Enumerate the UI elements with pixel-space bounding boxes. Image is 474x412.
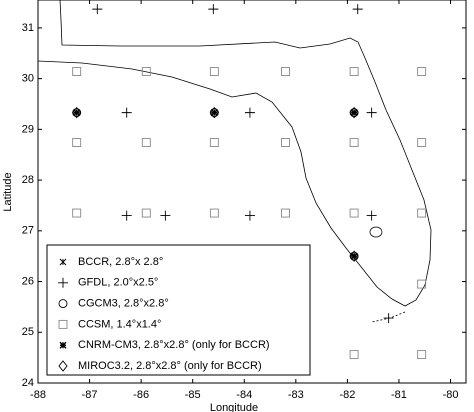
point — [281, 67, 290, 76]
point — [209, 138, 219, 147]
lake — [369, 226, 383, 238]
point — [72, 138, 82, 147]
plot-frame — [37, 0, 467, 384]
point — [141, 138, 151, 147]
point — [349, 208, 359, 218]
legend-label: MIROC3.2, 2.8°x2.8° (only for BCCR) — [78, 360, 262, 372]
legend-symbol — [58, 360, 68, 372]
legend-entry: CGCM3, 2.8°x2.8° — [58, 298, 169, 310]
point — [141, 208, 151, 218]
point — [72, 67, 82, 76]
point — [366, 210, 377, 221]
point — [417, 350, 427, 360]
x-tick-label: -83 — [288, 389, 304, 401]
point — [350, 252, 358, 260]
legend-symbol — [59, 341, 67, 349]
y-tick-label: 30 — [22, 73, 34, 85]
point — [121, 107, 132, 118]
point — [73, 109, 81, 117]
point — [281, 138, 290, 147]
point — [349, 67, 359, 76]
x-tick-label: -86 — [133, 389, 149, 401]
point — [210, 109, 218, 117]
point — [244, 210, 255, 221]
legend-entry: CNRM-CM3, 2.8°x2.8° (only for BCCR) — [59, 339, 270, 351]
point — [350, 109, 358, 117]
legend — [46, 244, 311, 376]
point — [352, 4, 363, 15]
y-tick-label: 28 — [22, 174, 34, 186]
legend-entry: BCCR, 2.8°x 2.8° — [59, 256, 163, 268]
legend-label: GFDL, 2.0°x2.5° — [78, 277, 158, 289]
x-tick-label: -82 — [339, 389, 355, 401]
x-tick-label: -88 — [30, 389, 46, 401]
legend-label: CNRM-CM3, 2.8°x2.8° (only for BCCR) — [78, 339, 270, 351]
point — [209, 106, 219, 119]
point — [72, 208, 82, 218]
x-tick-label: -85 — [185, 389, 201, 401]
point — [349, 106, 359, 119]
point — [209, 208, 219, 218]
legend-entry: MIROC3.2, 2.8°x2.8° (only for BCCR) — [58, 360, 262, 372]
x-tick-label: -87 — [82, 389, 98, 401]
x-axis-label: Longitude — [210, 402, 258, 412]
point — [349, 250, 359, 262]
point — [244, 107, 255, 118]
point — [349, 138, 359, 147]
x-tick-label: -84 — [236, 389, 252, 401]
legend-entry: CCSM, 1.4°x1.4° — [58, 318, 161, 330]
y-tick-label: 31 — [22, 22, 34, 34]
point — [349, 350, 359, 360]
y-tick-label: 29 — [22, 123, 34, 135]
point — [281, 208, 290, 218]
point — [417, 67, 427, 76]
legend-symbol — [58, 319, 68, 329]
point — [417, 208, 427, 218]
point — [72, 106, 82, 119]
point — [160, 210, 171, 221]
point — [366, 107, 377, 118]
point — [209, 67, 219, 76]
point — [417, 138, 427, 147]
point — [92, 4, 103, 15]
y-tick-label: 27 — [22, 225, 34, 237]
point — [141, 67, 151, 76]
legend-symbol — [58, 277, 68, 288]
legend-entry: GFDL, 2.0°x2.5° — [58, 277, 158, 289]
legend-label: CGCM3, 2.8°x2.8° — [78, 298, 169, 310]
florida-outline — [37, 0, 432, 307]
legend-label: BCCR, 2.8°x 2.8° — [78, 256, 163, 268]
y-tick-label: 26 — [22, 275, 34, 287]
y-tick-label: 24 — [22, 377, 34, 389]
x-tick-label: -80 — [443, 389, 459, 401]
legend-symbol — [59, 258, 67, 266]
point — [383, 313, 394, 324]
legend-label: CCSM, 1.4°x1.4° — [78, 318, 161, 330]
y-axis-label: Latitude — [2, 172, 14, 211]
point — [208, 4, 219, 15]
y-tick-label: 25 — [22, 326, 34, 338]
x-tick-label: -81 — [391, 389, 407, 401]
legend-symbol — [58, 299, 68, 309]
point — [417, 279, 427, 289]
point — [121, 210, 132, 221]
